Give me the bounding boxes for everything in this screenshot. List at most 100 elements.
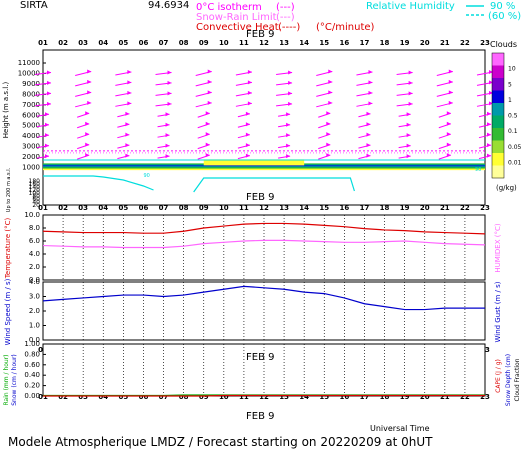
humidex-axis-label: HUMIDEX (°C) [494,223,502,272]
y-tick-label: 10.0 [24,211,40,219]
humidity-legend-label: Relative Humidity [366,1,455,12]
wind-arrow-head [125,111,130,116]
wind-arrow-head [328,79,333,84]
clouds-legend-level: 5 [508,81,512,88]
convective-legend-label: Convective Heat. [196,22,282,33]
wind-arrow-head [366,122,371,127]
y-tick-label: 0.00 [24,392,40,400]
cape-axis-label: CAPE (J / g) [495,359,502,393]
wind-arrow-head [127,101,132,106]
humidity-line-2 [193,177,355,193]
wind-arrow-head [487,143,491,148]
hour-tick-label: 08 [179,39,189,47]
wind-arrow-head [45,143,49,148]
hour-tick-label: 03 [78,393,88,401]
wind-arrow-head [286,112,291,117]
wind-arrow-head [125,153,130,158]
y-tick-label: 2.0 [29,263,40,271]
hour-tick-label: 18 [380,204,390,212]
cloud-band-stripe [43,165,485,167]
station-name: SIRTA [20,0,48,11]
hour-tick-label: 19 [400,393,410,401]
low-height-tick-label: 140 [29,184,41,191]
wind-arrow-head [85,111,90,116]
wind-arrow-head [406,122,411,127]
clouds-legend-swatch [492,65,504,79]
wind-arrow-head [205,121,210,126]
wind-arrow-head [125,132,130,137]
hour-tick-label: 10 [219,39,229,47]
series-line [42,285,485,311]
hour-tick-label: 10 [219,204,229,212]
hour-tick-label: 04 [98,39,108,47]
series-line [43,394,485,397]
wind-arrow-head [326,142,331,147]
snow-depth-axis-label: Snow Depth (cm) [505,354,512,406]
hour-tick-label: 17 [360,39,370,47]
wind-arrow-head [326,153,331,158]
hour-tick-label: 11 [239,393,249,401]
hour-tick-label: 22 [460,39,470,47]
low-height-tick-label: 80 [32,193,40,200]
wind-arrow-head [87,90,92,95]
hour-tick-label: 02 [58,39,68,47]
hour-tick-label: 17 [360,393,370,401]
hour-tick-label: 21 [440,393,450,401]
wind-arrow-head [328,69,333,74]
hour-tick-label: 14 [299,393,309,401]
wind-arrow-head [47,91,51,96]
wind-arrow-head [167,70,172,75]
wind-arrow-head [286,133,291,138]
temperature-panel: 10.0 8.0 6.0 4.0 2.0 0.0 Temperature (°C) HUMID… [4,211,502,284]
hour-tick-label: 12 [259,393,269,401]
low-height-tick-label: 60 [32,196,40,203]
wind-arrow-head [245,122,250,127]
wind-arrow-head [245,111,250,116]
wind-arrow-head [85,142,90,147]
wind-arrow-head [85,132,90,137]
clouds-legend-swatch [492,128,504,141]
wind-arrow-head [85,153,90,158]
hour-tick-label: 20 [420,393,430,401]
wind-arrow-head [205,142,210,147]
hour-tick-label: 06 [139,204,149,212]
wind-arrow-head [167,91,172,96]
wind-arrow-head [448,90,453,95]
low-height-tick-label: 20 [32,202,40,209]
hour-tick-label: 07 [159,39,169,47]
hour-tick-label: 23 [480,204,490,212]
wind-arrow-head [125,122,130,127]
clouds-legend-level: 0.01 [508,159,522,166]
snow-rain-legend-symbol: (---) [276,12,295,23]
wind-arrow-head [446,111,451,116]
wind-arrow-head [406,112,411,117]
wind-arrow-head [288,70,293,75]
hour-tick-label: 13 [279,393,289,401]
wind-arrow-head [286,154,291,159]
low-height-tick-label: 100 [29,190,41,197]
wind-arrow-head [207,90,212,95]
wind-arrow-head [368,80,373,85]
height-tick-label: 4000 [22,132,40,140]
wind-arrow-head [326,132,331,137]
hour-tick-label: 11 [239,39,249,47]
clouds-legend-level: 1 [508,97,512,104]
clouds-legend-level: 0.1 [508,128,518,135]
convective-legend-symbol: (----) [278,22,300,33]
clouds-legend-swatch [492,53,504,66]
y-tick-label: 0.40 [24,371,40,379]
wind-arrow-head [165,122,170,127]
hour-tick-label: 20 [420,39,430,47]
wind-arrow-head [408,101,413,106]
isotherm-legend-symbol: (---) [276,2,295,13]
hour-tick-label: 22 [460,393,470,401]
wind-arrow-head [406,133,411,138]
wind-arrow-head [205,132,210,137]
hour-tick-label: 13 [279,204,289,212]
wind-arrow-head [165,133,170,138]
hour-tick-label: 02 [58,393,68,401]
hour-tick-label: 15 [319,204,329,212]
wind-arrow-head [288,101,293,106]
wind-arrow-head [85,121,90,126]
wind-arrow-head [127,80,132,85]
